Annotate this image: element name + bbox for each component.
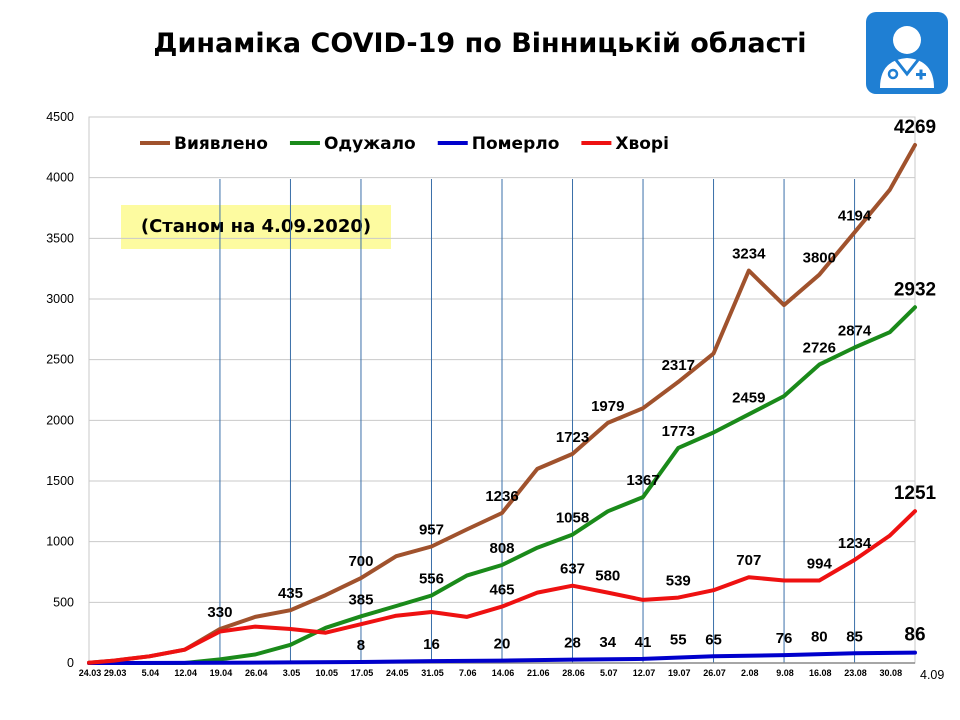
data-label: 957 (419, 522, 444, 539)
x-tick-label: 23.08 (844, 668, 867, 678)
data-label: 85 (846, 628, 863, 645)
legend-item: Одужало (324, 134, 416, 154)
data-label: 55 (670, 631, 687, 648)
doctor-icon (880, 26, 934, 88)
data-label: 34 (599, 634, 616, 651)
data-label: 2874 (838, 323, 872, 340)
date-note: (Станом на 4.09.2020) (121, 205, 391, 249)
series-line-2 (87, 650, 917, 665)
data-label: 330 (207, 604, 232, 621)
x-tick-label: 14.06 (492, 668, 515, 678)
x-tick-label: 12.07 (633, 668, 656, 678)
data-label: 580 (595, 568, 620, 585)
data-label: 1723 (556, 429, 589, 446)
y-tick-label: 2500 (46, 353, 74, 367)
x-tick-label: 9.08 (776, 668, 794, 678)
y-tick-label: 500 (53, 595, 74, 609)
y-tick-label: 4000 (46, 171, 74, 185)
y-tick-label: 3500 (46, 231, 74, 245)
y-tick-label: 2000 (46, 413, 74, 427)
data-label: 1234 (838, 535, 872, 552)
x-tick-label: 7.06 (459, 668, 477, 678)
x-tick-label: 29.03 (104, 668, 127, 678)
x-tick-label: 16.08 (809, 668, 832, 678)
x-tick-label: 24.05 (386, 668, 409, 678)
data-label: 20 (494, 636, 511, 653)
data-label: 65 (705, 631, 722, 648)
x-tick-label: 17.05 (351, 668, 374, 678)
data-label: 1367 (626, 472, 659, 489)
data-label: 76 (776, 630, 793, 647)
y-tick-label: 0 (67, 656, 74, 670)
legend-item: Померло (472, 134, 560, 154)
x-tick-label: 3.05 (283, 668, 301, 678)
data-label: 1979 (591, 398, 624, 415)
series-line-1 (87, 305, 917, 665)
data-label: 16 (423, 636, 440, 653)
x-tick-label: 10.05 (315, 668, 338, 678)
data-label: 539 (666, 573, 691, 590)
data-label: 2932 (894, 279, 936, 300)
y-tick-label: 1500 (46, 474, 74, 488)
x-tick-label: 30.08 (880, 668, 903, 678)
data-label: 465 (489, 582, 514, 599)
y-tick-label: 1000 (46, 535, 74, 549)
x-tick-label: 19.04 (210, 668, 233, 678)
data-label: 86 (904, 625, 925, 646)
data-label: 4194 (838, 207, 872, 224)
x-tick-label: 28.06 (562, 668, 585, 678)
data-label: 1251 (894, 483, 937, 504)
x-tick-label: 26.07 (703, 668, 726, 678)
data-label: 41 (635, 634, 652, 651)
data-label: 435 (278, 585, 303, 602)
data-label: 707 (736, 552, 761, 569)
x-tick-label: 19.07 (668, 668, 691, 678)
x-tick-label: 5.04 (142, 668, 160, 678)
data-label: 2459 (732, 389, 765, 406)
data-label: 1058 (556, 510, 589, 527)
data-label: 80 (811, 628, 828, 645)
data-label: 2726 (803, 340, 836, 357)
data-label: 8 (357, 637, 365, 654)
data-label: 2317 (662, 357, 695, 374)
x-tick-label: 5.07 (600, 668, 618, 678)
x-tick-label: 4.09 (920, 668, 944, 682)
series-line-0 (87, 143, 917, 665)
data-label: 4269 (894, 117, 936, 138)
data-label: 1773 (662, 423, 695, 440)
data-label: 700 (348, 553, 373, 570)
data-label: 28 (564, 635, 581, 652)
y-tick-label: 4500 (46, 110, 74, 124)
data-label: 385 (348, 591, 373, 608)
data-label: 994 (807, 555, 833, 572)
x-tick-label: 2.08 (741, 668, 759, 678)
series-line-3 (87, 509, 917, 665)
legend-item: Виявлено (174, 134, 268, 154)
data-label: 637 (560, 561, 585, 578)
data-label: 556 (419, 571, 444, 588)
x-tick-label: 21.06 (527, 668, 550, 678)
y-tick-label: 3000 (46, 292, 74, 306)
data-label: 808 (489, 540, 514, 557)
x-tick-label: 31.05 (421, 668, 444, 678)
data-label: 3234 (732, 246, 766, 263)
data-label: 1236 (485, 488, 518, 505)
x-tick-label: 26.04 (245, 668, 268, 678)
x-tick-label: 24.03 (79, 668, 102, 678)
logo (866, 12, 948, 94)
legend-item: Хворі (615, 134, 669, 154)
x-tick-label: 12.04 (174, 668, 197, 678)
data-label: 3800 (803, 250, 836, 267)
chart-title: Динаміка COVID-19 по Вінницькій області (153, 28, 807, 59)
